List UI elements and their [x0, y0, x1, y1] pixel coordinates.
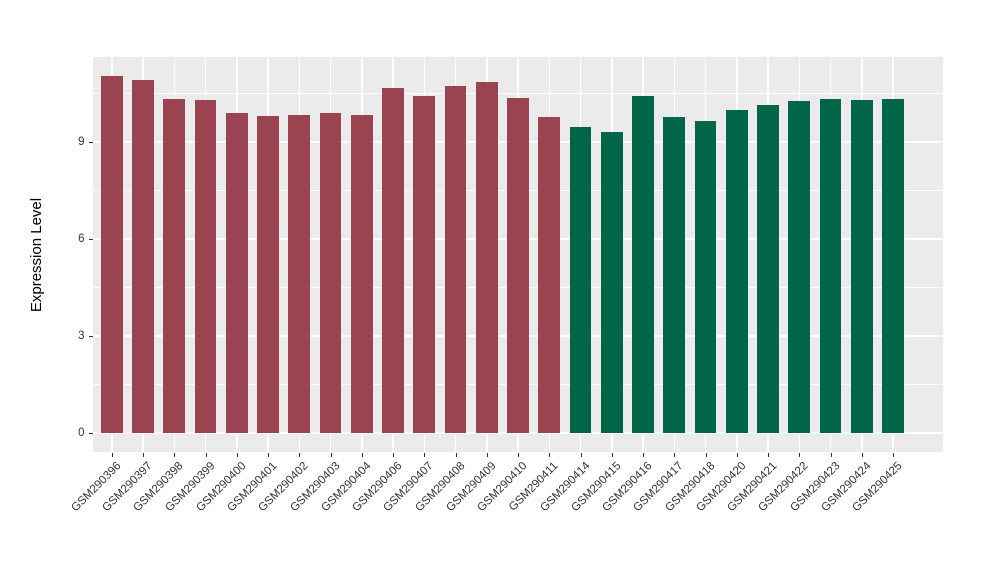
x-tick-mark	[768, 452, 769, 457]
y-tick-label: 9	[78, 135, 85, 148]
x-tick-mark	[861, 452, 863, 457]
x-tick-label: GSM290396	[69, 460, 124, 515]
bar-GSM290416	[632, 96, 654, 434]
bar-GSM290421	[757, 105, 779, 434]
bar-GSM290410	[507, 98, 529, 434]
x-tick-mark	[455, 452, 457, 457]
x-tick-mark	[486, 452, 488, 457]
x-tick-mark	[736, 452, 738, 457]
bar-GSM290400	[225, 112, 248, 434]
bar-GSM290406	[382, 88, 404, 434]
bar-GSM290397	[132, 79, 154, 434]
y-tick-mark	[88, 433, 93, 435]
x-tick-mark	[799, 452, 801, 457]
bar-GSM290415	[600, 132, 623, 434]
bar-GSM290401	[257, 115, 279, 434]
bar-GSM290418	[694, 121, 717, 434]
plot-panel	[93, 57, 943, 452]
bar-GSM290398	[163, 98, 186, 434]
x-tick-mark	[705, 452, 707, 457]
bar-GSM290402	[288, 114, 311, 434]
x-tick-mark	[236, 452, 238, 457]
x-tick-mark	[361, 452, 363, 457]
bar-GSM290422	[788, 101, 811, 434]
bar-GSM290408	[444, 86, 467, 434]
x-tick-mark	[268, 452, 269, 457]
x-tick-mark	[674, 452, 676, 457]
bar-GSM290420	[725, 110, 748, 434]
y-tick-mark	[88, 239, 93, 241]
y-tick-label: 3	[78, 329, 85, 342]
bar-GSM290404	[350, 114, 373, 434]
bar-GSM290409	[475, 81, 498, 434]
y-tick-mark	[88, 336, 93, 338]
x-tick-mark	[143, 452, 144, 457]
x-tick-mark	[549, 452, 551, 457]
bar-GSM290411	[538, 117, 561, 434]
x-tick-mark	[893, 452, 894, 457]
bar-GSM290417	[663, 117, 686, 434]
x-tick-mark	[518, 452, 519, 457]
bar-GSM290407	[413, 95, 436, 434]
x-tick-mark	[299, 452, 301, 457]
bar-GSM290424	[850, 100, 873, 434]
y-axis-title: Expression Level	[28, 197, 45, 313]
x-tick-mark	[580, 452, 582, 457]
y-tick-label: 0	[78, 426, 85, 439]
x-tick-mark	[611, 452, 613, 457]
x-tick-mark	[111, 452, 113, 457]
x-tick-mark	[393, 452, 394, 457]
y-tick-label: 6	[78, 232, 85, 245]
y-tick-mark	[88, 142, 93, 144]
x-tick-mark	[643, 452, 644, 457]
bar-GSM290396	[100, 75, 123, 434]
bar-GSM290399	[194, 100, 217, 434]
x-tick-mark	[424, 452, 426, 457]
x-tick-mark	[205, 452, 207, 457]
bar-GSM290414	[569, 126, 592, 434]
x-tick-mark	[330, 452, 332, 457]
x-tick-mark	[830, 452, 832, 457]
bar-GSM290425	[882, 98, 904, 434]
bar-GSM290403	[319, 112, 342, 434]
x-tick-mark	[174, 452, 176, 457]
bar-GSM290423	[819, 99, 842, 434]
